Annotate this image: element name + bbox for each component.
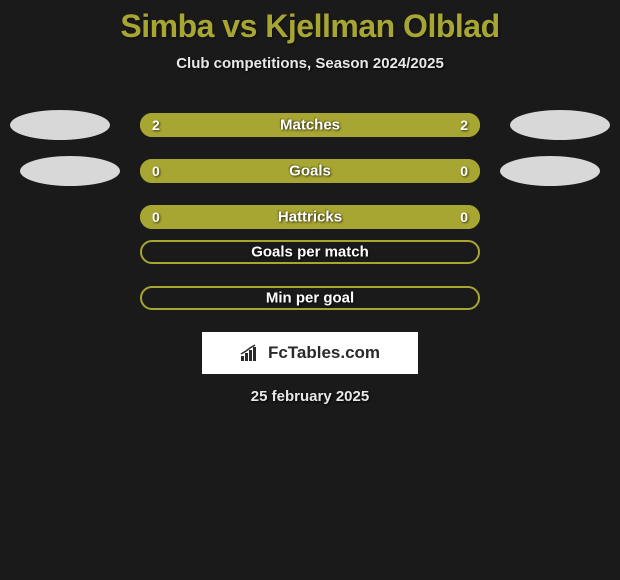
stat-bar: 00Hattricks: [140, 205, 480, 229]
stat-label: Hattricks: [140, 209, 480, 226]
player-marker-right: [510, 110, 610, 140]
stat-label: Goals: [140, 163, 480, 180]
player-marker-right: [500, 156, 600, 186]
logo-text: FcTables.com: [240, 343, 380, 363]
outline-stat-label: Min per goal: [142, 290, 478, 307]
subtitle: Club competitions, Season 2024/2025: [0, 55, 620, 72]
stat-bar: 22Matches: [140, 113, 480, 137]
logo-badge: FcTables.com: [202, 332, 418, 374]
page-title: Simba vs Kjellman Olblad: [0, 8, 620, 45]
player-marker-left: [10, 110, 110, 140]
outline-stat-bar: Goals per match: [140, 240, 480, 264]
stat-row: 00Goals: [0, 148, 620, 194]
stat-bar: 00Goals: [140, 159, 480, 183]
outline-stats-list: Goals per match Min per goal: [0, 240, 620, 310]
stats-list: 22Matches 00Goals 00Hattricks: [0, 102, 620, 240]
outline-stat-label: Goals per match: [142, 244, 478, 261]
outline-stat-bar: Min per goal: [140, 286, 480, 310]
date-text: 25 february 2025: [0, 388, 620, 405]
stat-label: Matches: [140, 117, 480, 134]
logo-label: FcTables.com: [268, 343, 380, 363]
stat-row: 22Matches: [0, 102, 620, 148]
stat-row: 00Hattricks: [0, 194, 620, 240]
chart-icon: [240, 344, 262, 362]
player-marker-left: [20, 156, 120, 186]
comparison-card: Simba vs Kjellman Olblad Club competitio…: [0, 0, 620, 405]
